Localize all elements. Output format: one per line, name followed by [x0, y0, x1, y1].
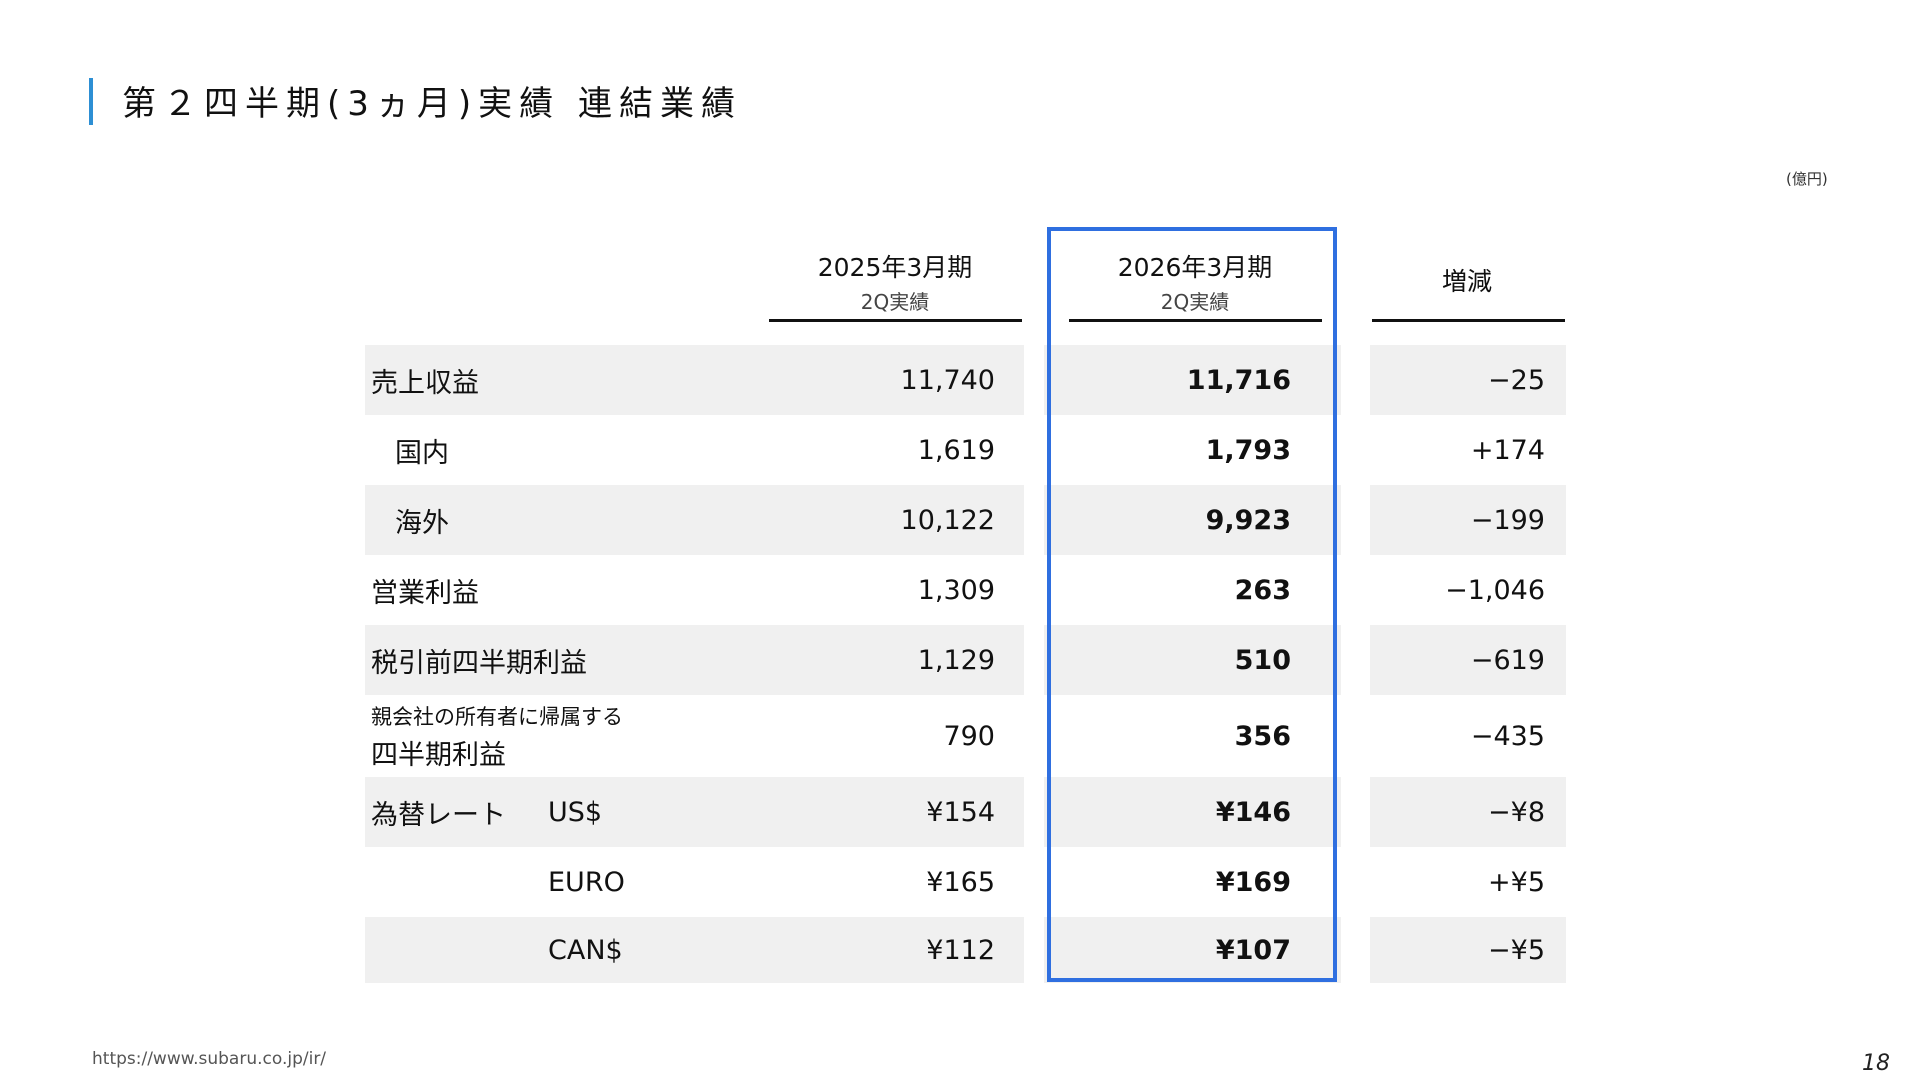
row-prev-value: ¥112: [926, 934, 995, 966]
table-row-pretax-profit: 税引前四半期利益 1,129 510 −619: [365, 625, 1566, 695]
row-label: 海外: [395, 507, 449, 539]
row-sublabel: US$: [548, 796, 603, 828]
table-row-fx-euro: EURO ¥165 ¥169 +¥5: [365, 847, 1566, 917]
row-diff-value: −¥5: [1488, 934, 1545, 966]
column-underline-diff: [1372, 319, 1565, 322]
column-header-curr-sub: 2Q実績: [1160, 290, 1230, 314]
column-underline-prev: [769, 319, 1022, 322]
table-row-domestic: 国内 1,619 1,793 +174: [365, 415, 1566, 485]
column-header-prev-main: 2025年3月期: [817, 253, 973, 282]
column-header-diff: 増減: [1372, 262, 1562, 298]
column-underline-curr: [1069, 319, 1322, 322]
row-label: 売上収益: [371, 367, 479, 399]
column-gap-2: [1341, 345, 1370, 983]
row-curr-value: 263: [1234, 574, 1291, 606]
row-curr-value: 1,793: [1205, 434, 1291, 466]
row-sublabel: CAN$: [548, 934, 623, 966]
row-diff-value: +¥5: [1488, 866, 1545, 898]
row-prev-value: 1,309: [917, 574, 995, 606]
row-prev-value: 790: [943, 720, 995, 752]
row-prev-value: ¥165: [926, 866, 995, 898]
row-curr-value: 356: [1234, 720, 1291, 752]
column-header-prev: 2025年3月期 2Q実績: [770, 248, 1020, 315]
table-row-overseas: 海外 10,122 9,923 −199: [365, 485, 1566, 555]
row-prev-value: 10,122: [900, 504, 995, 536]
page-title: 第２四半期(3ヵ月)実績 連結業績: [122, 84, 742, 124]
row-diff-value: −199: [1470, 504, 1545, 536]
row-curr-value: ¥169: [1215, 866, 1291, 898]
row-label-two-line: 親会社の所有者に帰属する 四半期利益: [371, 695, 623, 777]
row-curr-value: ¥107: [1215, 934, 1291, 966]
column-header-curr: 2026年3月期 2Q実績: [1070, 248, 1320, 315]
row-curr-value: ¥146: [1215, 796, 1291, 828]
unit-label: (億円): [1786, 170, 1828, 188]
row-diff-value: −435: [1470, 720, 1545, 752]
column-header-curr-main: 2026年3月期: [1117, 253, 1273, 282]
table-row-operating-profit: 営業利益 1,309 263 −1,046: [365, 555, 1566, 625]
row-curr-value: 11,716: [1186, 364, 1291, 396]
row-prev-value: 1,129: [917, 644, 995, 676]
row-label-line2: 四半期利益: [371, 739, 506, 771]
column-header-diff-main: 増減: [1441, 267, 1492, 296]
row-curr-value: 510: [1234, 644, 1291, 676]
row-label-line1: 親会社の所有者に帰属する: [371, 704, 623, 729]
page-number: 18: [1862, 1051, 1890, 1076]
row-label: 営業利益: [371, 577, 479, 609]
row-diff-value: −1,046: [1445, 574, 1545, 606]
row-label: 国内: [395, 437, 449, 469]
row-diff-value: +174: [1470, 434, 1545, 466]
row-label: 税引前四半期利益: [371, 647, 587, 679]
table-row-net-profit: 親会社の所有者に帰属する 四半期利益 790 356 −435: [365, 695, 1566, 777]
row-curr-value: 9,923: [1205, 504, 1291, 536]
row-diff-value: −25: [1488, 364, 1545, 396]
row-label: 為替レート: [371, 799, 506, 831]
row-diff-value: −619: [1470, 644, 1545, 676]
column-header-prev-sub: 2Q実績: [860, 290, 930, 314]
column-gap-1: [1024, 345, 1044, 983]
table-row-fx-can: CAN$ ¥112 ¥107 −¥5: [365, 917, 1566, 983]
table-row-fx-usd: 為替レート US$ ¥154 ¥146 −¥8: [365, 777, 1566, 847]
row-sublabel: EURO: [548, 866, 625, 898]
row-prev-value: 1,619: [917, 434, 995, 466]
title-accent-bar: [89, 78, 93, 125]
table-row-revenue: 売上収益 11,740 11,716 −25: [365, 345, 1566, 415]
row-diff-value: −¥8: [1488, 796, 1545, 828]
row-prev-value: ¥154: [926, 796, 995, 828]
row-prev-value: 11,740: [900, 364, 995, 396]
footer-url[interactable]: https://www.subaru.co.jp/ir/: [92, 1049, 327, 1069]
